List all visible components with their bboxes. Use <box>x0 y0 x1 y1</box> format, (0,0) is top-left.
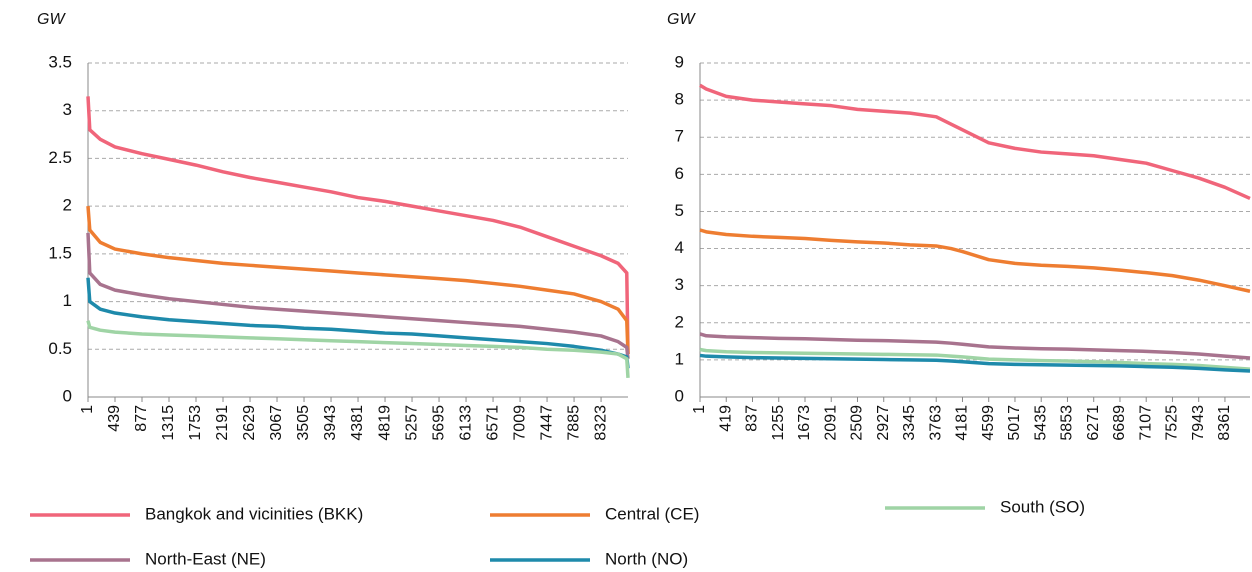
x-tick-label: 1673 <box>796 405 813 441</box>
y-tick-label: 2 <box>63 196 72 215</box>
x-tick-label: 877 <box>133 405 150 432</box>
x-tick-label: 3505 <box>295 405 312 441</box>
x-tick-label: 7447 <box>538 405 555 441</box>
y-tick-label: 3 <box>675 275 684 294</box>
y-tick-label: 6 <box>675 164 684 183</box>
x-tick-label: 1 <box>79 405 96 414</box>
y-tick-label: 2.5 <box>48 148 72 167</box>
x-tick-label: 2927 <box>875 405 892 441</box>
x-tick-label: 7943 <box>1190 405 1207 441</box>
x-tick-label: 3067 <box>268 405 285 441</box>
x-tick-label: 1315 <box>160 405 177 441</box>
series-line <box>699 353 1251 373</box>
x-tick-label: 6271 <box>1085 405 1102 441</box>
y-axis-label: GW <box>37 11 66 28</box>
y-tick-label: 3 <box>63 100 72 119</box>
series-line <box>699 332 1251 360</box>
x-tick-label: 5257 <box>403 405 420 441</box>
x-tick-label: 439 <box>106 405 123 432</box>
series-line <box>86 277 630 369</box>
series-line <box>86 232 630 360</box>
series-line <box>699 83 1251 201</box>
y-tick-label: 4 <box>675 238 684 257</box>
x-tick-label: 7009 <box>511 405 528 441</box>
series-line <box>699 347 1251 371</box>
y-tick-label: 0 <box>63 386 72 405</box>
x-tick-label: 6133 <box>457 405 474 441</box>
x-tick-label: 7885 <box>565 405 582 441</box>
x-tick-label: 7525 <box>1164 405 1181 441</box>
y-tick-label: 0 <box>675 386 684 405</box>
y-tick-label: 1 <box>675 349 684 368</box>
y-axis-label: GW <box>667 11 696 28</box>
x-tick-label: 2509 <box>849 405 866 441</box>
y-tick-label: 1 <box>63 291 72 310</box>
y-tick-label: 1.5 <box>48 243 72 262</box>
x-tick-label: 3345 <box>901 405 918 441</box>
y-tick-label: 0.5 <box>48 339 72 358</box>
x-tick-label: 5017 <box>1006 405 1023 441</box>
series-line <box>699 228 1251 293</box>
x-tick-label: 6571 <box>484 405 501 441</box>
x-tick-label: 8361 <box>1216 405 1233 441</box>
series-line <box>86 320 630 379</box>
legend-label: Bangkok and vicinities (BKK) <box>145 504 363 523</box>
x-tick-label: 7107 <box>1137 405 1154 441</box>
x-tick-label: 419 <box>717 405 734 432</box>
x-tick-label: 3943 <box>322 405 339 441</box>
y-tick-label: 7 <box>675 127 684 146</box>
y-tick-label: 5 <box>675 201 684 220</box>
y-tick-label: 8 <box>675 90 684 109</box>
x-tick-label: 4819 <box>376 405 393 441</box>
series-line <box>86 206 630 355</box>
x-tick-label: 2091 <box>822 405 839 441</box>
series-line <box>86 96 630 355</box>
legend-label: Central (CE) <box>605 504 699 523</box>
y-tick-label: 3.5 <box>48 52 72 71</box>
x-tick-label: 4599 <box>980 405 997 441</box>
x-tick-label: 1 <box>691 405 708 414</box>
x-tick-label: 8323 <box>592 405 609 441</box>
x-tick-label: 4181 <box>954 405 971 441</box>
y-tick-label: 9 <box>675 52 684 71</box>
x-tick-label: 5695 <box>430 405 447 441</box>
x-tick-label: 2629 <box>241 405 258 441</box>
x-tick-label: 6689 <box>1111 405 1128 441</box>
x-tick-label: 837 <box>744 405 761 432</box>
legend-label: South (SO) <box>1000 497 1085 516</box>
x-tick-label: 5853 <box>1059 405 1076 441</box>
x-tick-label: 1753 <box>187 405 204 441</box>
x-tick-label: 1255 <box>770 405 787 441</box>
x-tick-label: 4381 <box>349 405 366 441</box>
x-tick-label: 2191 <box>214 405 231 441</box>
legend-label: North-East (NE) <box>145 549 266 568</box>
x-tick-label: 3763 <box>927 405 944 441</box>
y-tick-label: 2 <box>675 312 684 331</box>
legend-label: North (NO) <box>605 549 688 568</box>
x-tick-label: 5435 <box>1032 405 1049 441</box>
